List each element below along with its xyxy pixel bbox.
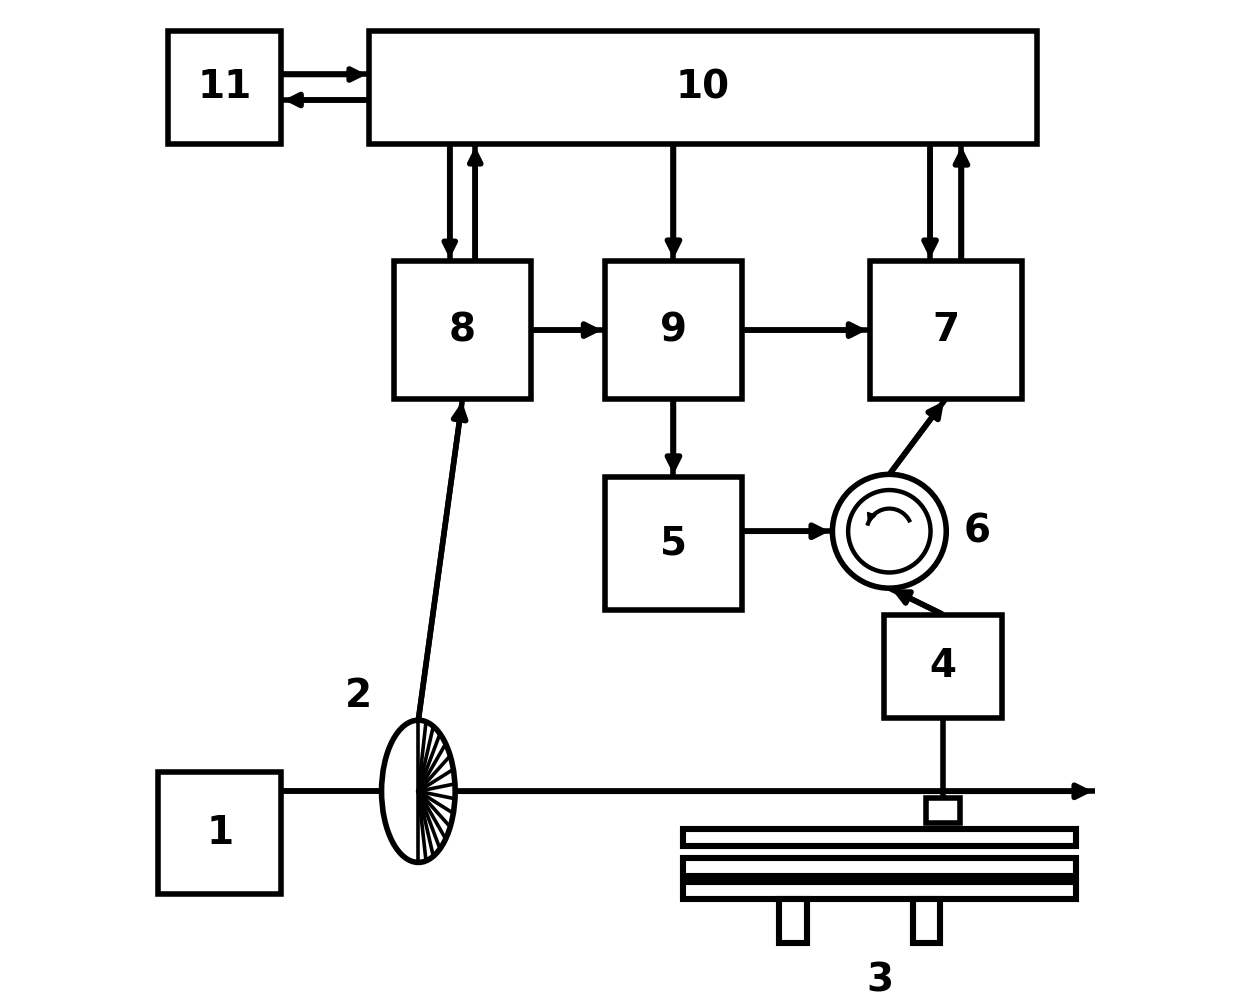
Text: 8: 8 [449,312,476,349]
FancyBboxPatch shape [885,615,1002,718]
FancyBboxPatch shape [870,261,1022,399]
FancyBboxPatch shape [605,477,742,610]
FancyBboxPatch shape [683,881,1075,899]
FancyBboxPatch shape [779,899,807,944]
Text: 11: 11 [197,68,252,107]
Text: 3: 3 [866,961,893,999]
FancyBboxPatch shape [683,828,1075,846]
FancyBboxPatch shape [369,31,1037,144]
Text: 2: 2 [344,677,372,716]
FancyBboxPatch shape [683,858,1075,875]
Text: 5: 5 [660,525,686,563]
Text: 4: 4 [929,647,957,685]
FancyBboxPatch shape [169,31,281,144]
FancyBboxPatch shape [605,261,742,399]
Text: 9: 9 [660,312,686,349]
FancyBboxPatch shape [926,798,960,823]
FancyBboxPatch shape [159,772,281,894]
Text: 6: 6 [964,513,991,551]
Text: 1: 1 [206,814,233,852]
Ellipse shape [382,721,455,862]
Text: 7: 7 [932,312,959,349]
FancyBboxPatch shape [913,899,940,944]
Text: 10: 10 [675,68,730,107]
FancyBboxPatch shape [394,261,532,399]
